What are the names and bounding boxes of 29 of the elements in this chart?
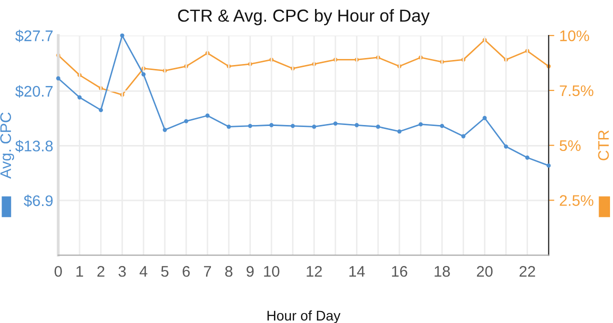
y-tick-label: $20.7	[15, 85, 53, 98]
y2-tick-label: 7.5%	[560, 85, 594, 96]
y2-tick-label: 2.5%	[560, 195, 594, 206]
chart-title: CTR & Avg. CPC by Hour of Day	[178, 9, 430, 26]
x-tick-label: 10	[264, 266, 280, 277]
y-axis-title: Avg. CPC	[0, 112, 14, 179]
x-tick-label: 8	[225, 266, 232, 277]
x-axis-title: Hour of Day	[268, 310, 340, 323]
x-tick-label: 7	[204, 266, 211, 277]
x-tick-label: 5	[161, 266, 168, 277]
x-tick-label: 22	[520, 266, 536, 277]
x-tick-label: 2	[97, 266, 104, 277]
x-tick-label: 18	[434, 266, 450, 277]
x-tick-label: 4	[140, 266, 148, 277]
x-tick-label: 9	[246, 266, 254, 277]
y2-tick-label: 5%	[560, 140, 581, 152]
x-tick-label: 20	[476, 266, 493, 277]
x-tick-label: 6	[182, 266, 190, 277]
x-tick-label: 16	[392, 266, 408, 277]
y-tick-label: $27.7	[15, 30, 53, 42]
x-tick-label: 12	[306, 266, 322, 277]
x-tick-label: 1	[76, 266, 84, 277]
x-tick-label: 3	[118, 266, 126, 277]
y2-axis-title: CTR	[598, 130, 609, 160]
y2-tick-label: 10%	[560, 30, 590, 42]
y-tick-label: $6.9	[24, 194, 53, 208]
x-tick-label: 0	[54, 266, 62, 277]
x-tick-label: 14	[349, 266, 365, 277]
y-tick-label: $13.8	[15, 140, 53, 152]
